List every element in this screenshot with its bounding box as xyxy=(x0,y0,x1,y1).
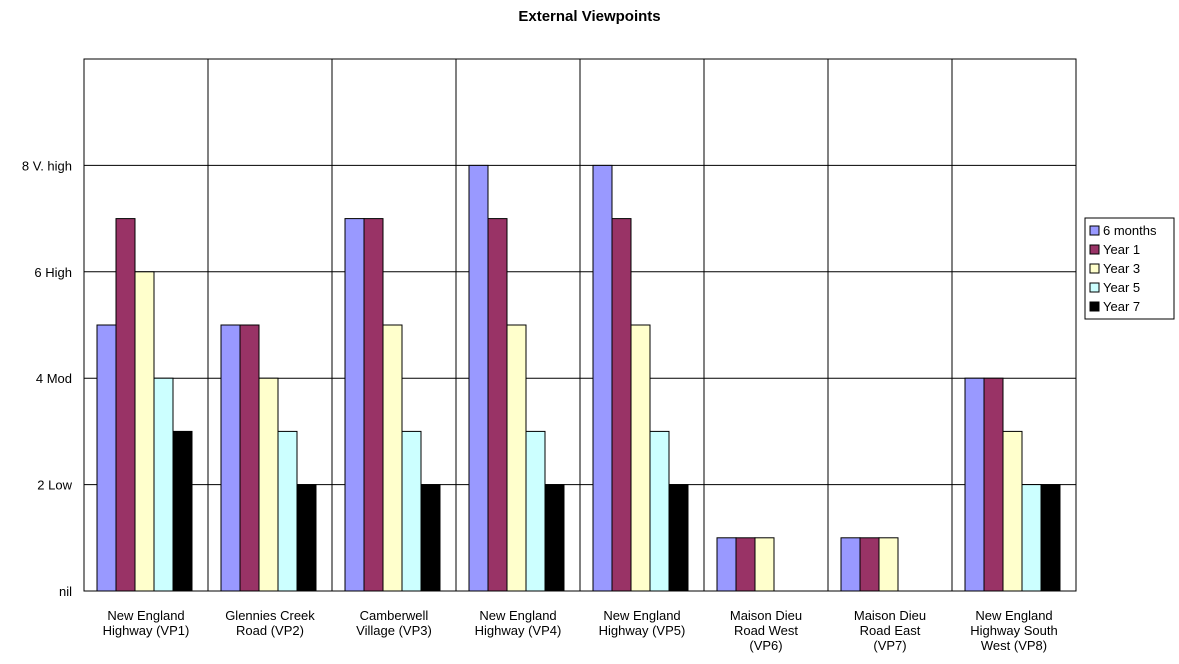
legend-swatch xyxy=(1089,282,1100,293)
x-category-label: New England Highway (VP4) xyxy=(475,608,562,638)
bar-year-7-5 xyxy=(668,484,689,592)
y-tick-label: 2 Low xyxy=(37,478,72,493)
bar-year-5-3 xyxy=(401,430,422,592)
bar-year-7-2 xyxy=(296,484,317,592)
y-tick-label: nil xyxy=(59,584,72,599)
y-tick-label: 4 Mod xyxy=(36,371,72,386)
bar-year-5-5 xyxy=(649,430,670,592)
y-tick-label: 6 High xyxy=(34,265,72,280)
x-category-label: New England Highway South West (VP8) xyxy=(970,608,1057,653)
y-tick-label: 8 V. high xyxy=(22,158,72,173)
bar-year-5-2 xyxy=(277,430,298,592)
legend-swatch xyxy=(1089,301,1100,312)
chart-title: External Viewpoints xyxy=(518,8,661,25)
plot-frame xyxy=(83,58,1077,592)
x-category-label: Camberwell Village (VP3) xyxy=(356,608,432,638)
legend-label: Year 7 xyxy=(1103,299,1140,314)
bar-year-1-3 xyxy=(363,218,384,592)
legend-swatch xyxy=(1089,225,1100,236)
bar-year-3-1 xyxy=(134,271,155,592)
bar-year-1-2 xyxy=(239,324,260,592)
bar-6-months-6 xyxy=(716,537,737,592)
bar-year-3-4 xyxy=(506,324,527,592)
bar-year-7-4 xyxy=(544,484,565,592)
bar-year-7-8 xyxy=(1040,484,1061,592)
bar-6-months-1 xyxy=(96,324,117,592)
legend-label: Year 3 xyxy=(1103,261,1140,276)
bar-year-7-1 xyxy=(172,430,193,592)
bar-year-3-3 xyxy=(382,324,403,592)
bar-year-3-5 xyxy=(630,324,651,592)
legend-label: Year 5 xyxy=(1103,280,1140,295)
bar-6-months-2 xyxy=(220,324,241,592)
bar-year-1-7 xyxy=(859,537,880,592)
bar-year-3-2 xyxy=(258,377,279,592)
x-category-label: Maison Dieu Road East (VP7) xyxy=(854,608,926,653)
legend-label: Year 1 xyxy=(1103,242,1140,257)
bar-year-1-5 xyxy=(611,218,632,592)
bar-year-5-1 xyxy=(153,377,174,592)
bar-year-1-8 xyxy=(983,377,1004,592)
bar-year-1-6 xyxy=(735,537,756,592)
bar-year-3-7 xyxy=(878,537,899,592)
bar-year-5-8 xyxy=(1021,484,1042,592)
bar-year-1-4 xyxy=(487,218,508,592)
x-category-label: Maison Dieu Road West (VP6) xyxy=(730,608,802,653)
bar-6-months-7 xyxy=(840,537,861,592)
bar-year-3-6 xyxy=(754,537,775,592)
bar-year-3-8 xyxy=(1002,430,1023,592)
bar-6-months-5 xyxy=(592,164,613,592)
legend-box xyxy=(1084,217,1175,320)
x-category-label: Glennies Creek Road (VP2) xyxy=(225,608,315,638)
bar-year-7-3 xyxy=(420,484,441,592)
bar-6-months-3 xyxy=(344,218,365,592)
legend-swatch xyxy=(1089,244,1100,255)
bar-6-months-8 xyxy=(964,377,985,592)
x-category-label: New England Highway (VP5) xyxy=(599,608,686,638)
legend-label: 6 months xyxy=(1103,223,1157,238)
bar-6-months-4 xyxy=(468,164,489,592)
legend-swatch xyxy=(1089,263,1100,274)
bar-year-1-1 xyxy=(115,218,136,592)
bar-year-5-4 xyxy=(525,430,546,592)
x-category-label: New England Highway (VP1) xyxy=(103,608,190,638)
